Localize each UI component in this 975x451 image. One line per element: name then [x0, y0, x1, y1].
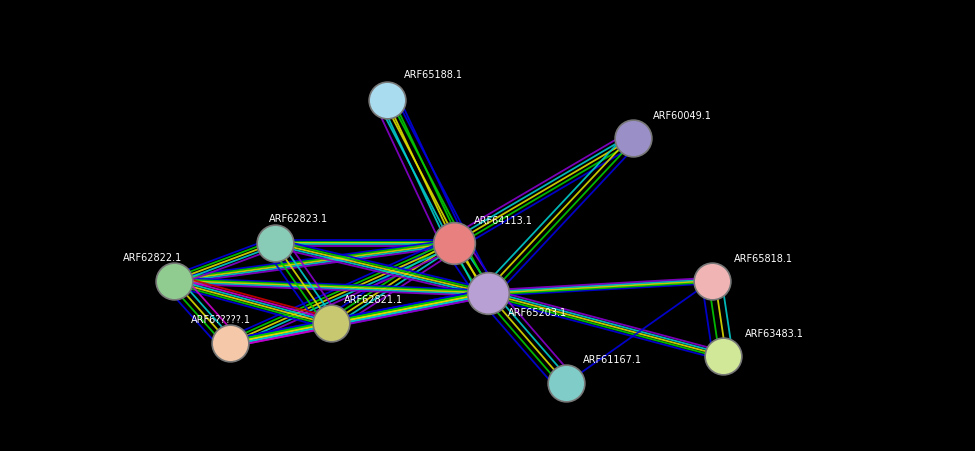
Point — [704, 277, 720, 284]
Text: ARF62822.1: ARF62822.1 — [123, 253, 182, 262]
Text: ARF6?????.1: ARF6?????.1 — [190, 315, 251, 325]
Text: ARF65188.1: ARF65188.1 — [404, 69, 462, 80]
Text: ARF65203.1: ARF65203.1 — [508, 308, 566, 318]
Text: ARF62823.1: ARF62823.1 — [269, 214, 329, 224]
Point — [480, 290, 495, 297]
Point — [267, 239, 283, 247]
Text: ARF63483.1: ARF63483.1 — [745, 329, 804, 339]
Point — [715, 352, 730, 359]
Text: ARF64113.1: ARF64113.1 — [474, 216, 533, 226]
Point — [222, 340, 238, 347]
Text: ARF62821.1: ARF62821.1 — [344, 295, 404, 305]
Point — [323, 320, 338, 327]
Point — [447, 239, 462, 247]
Text: ARF60049.1: ARF60049.1 — [653, 111, 712, 121]
Text: ARF65818.1: ARF65818.1 — [734, 253, 793, 263]
Point — [625, 134, 641, 142]
Point — [166, 277, 181, 284]
Text: ARF61167.1: ARF61167.1 — [583, 355, 642, 365]
Point — [379, 97, 395, 104]
Point — [558, 380, 573, 387]
